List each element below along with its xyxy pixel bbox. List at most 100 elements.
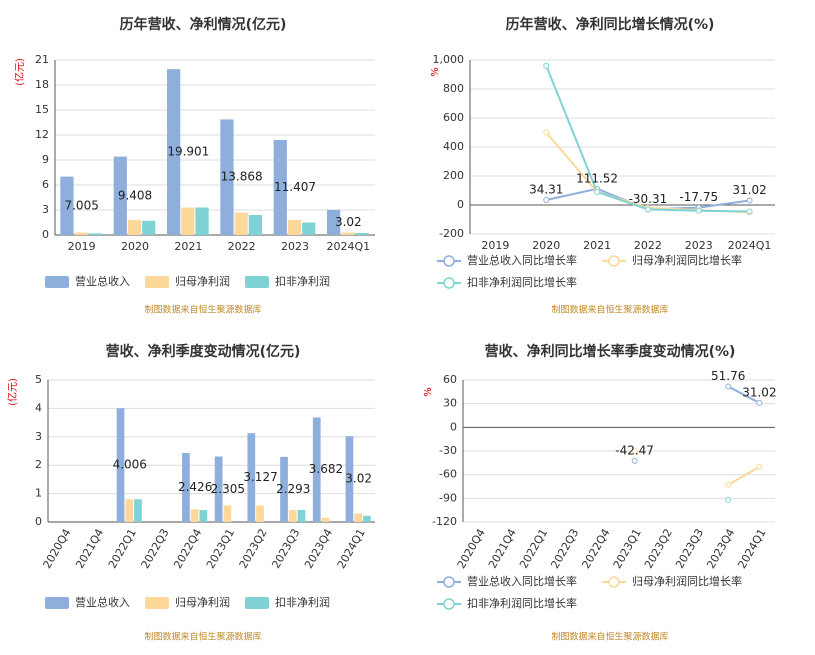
- bar: [345, 436, 354, 522]
- y-tick-label: 0: [42, 228, 49, 241]
- y-tick-label: 3: [42, 203, 49, 216]
- x-tick-label: 2023: [281, 240, 309, 253]
- legend-swatch: [45, 597, 69, 609]
- bar: [220, 119, 234, 235]
- legend-label: 归母净利润同比增长率: [632, 253, 742, 267]
- data-label: 3.127: [243, 470, 277, 484]
- chart-panel: 营收、净利同比增长率季度变动情况(%)% 制图数据来自恒生聚源数据库 -120 -90…: [423, 343, 777, 643]
- x-tick-label: 2022Q1: [517, 527, 550, 571]
- data-label: 13.868: [221, 170, 263, 184]
- chart-title: 营收、净利季度变动情况(亿元): [106, 343, 301, 360]
- bar: [60, 176, 74, 235]
- x-tick-label: 2019: [481, 239, 509, 252]
- data-label: 111.52: [576, 171, 618, 185]
- y-tick-label: 30: [443, 397, 457, 410]
- x-tick-label: 2022Q1: [106, 527, 139, 571]
- bar: [182, 453, 190, 522]
- bar: [199, 510, 208, 522]
- x-tick-label: 2023: [685, 239, 713, 252]
- y-tick-label: 400: [443, 140, 464, 153]
- chart-title: 历年营收、净利情况(亿元): [120, 16, 287, 33]
- y-axis-unit: (亿元): [13, 58, 26, 86]
- data-label: 34.31: [529, 183, 563, 197]
- data-label: 11.407: [274, 180, 316, 194]
- legend-swatch-point: [443, 277, 455, 289]
- line-point: [746, 208, 753, 215]
- bar: [214, 456, 223, 522]
- x-tick-label: 2023Q2: [237, 527, 270, 571]
- x-tick-label: 2022Q3: [139, 527, 172, 571]
- line-point: [543, 129, 550, 136]
- line-point: [695, 207, 702, 214]
- y-tick-label: -30: [439, 444, 457, 457]
- bar: [327, 209, 341, 235]
- chart-panel: 营收、净利季度变动情况(亿元) (亿元) 制图数据来自恒生聚源数据库 0 1 2 3 4 5 20…: [6, 343, 375, 643]
- legend-label: 归母净利润同比增长率: [632, 574, 742, 588]
- bar: [113, 156, 127, 235]
- y-tick-label: 5: [35, 373, 42, 386]
- source-note: 制图数据来自恒生聚源数据库: [144, 304, 261, 316]
- line-point: [756, 463, 763, 470]
- legend-label: 营业总收入: [75, 274, 130, 288]
- x-tick-label: 2021: [174, 240, 202, 253]
- y-tick-label: 21: [35, 53, 49, 66]
- line-point: [725, 481, 732, 488]
- legend-label: 营业总收入同比增长率: [467, 574, 577, 588]
- data-label: 4.006: [113, 458, 147, 472]
- chart-title: 营收、净利同比增长率季度变动情况(%): [485, 343, 736, 360]
- data-label: 51.76: [711, 369, 745, 383]
- y-tick-label: 600: [443, 111, 464, 124]
- y-axis-unit: %: [430, 67, 441, 77]
- data-label: -30.31: [629, 192, 668, 206]
- legend-swatch-point: [608, 255, 620, 267]
- x-tick-label: 2024Q1: [335, 527, 368, 571]
- bar: [321, 517, 330, 522]
- bar: [288, 510, 297, 522]
- bar: [88, 233, 102, 235]
- bar: [142, 220, 156, 235]
- data-label: 2.426: [178, 480, 212, 494]
- data-label: 2.293: [276, 482, 310, 496]
- legend-label: 营业总收入同比增长率: [467, 253, 577, 267]
- source-note: 制图数据来自恒生聚源数据库: [551, 631, 668, 643]
- data-label: -42.47: [615, 443, 654, 457]
- y-tick-label: 1: [35, 487, 42, 500]
- y-tick-label: 200: [443, 169, 464, 182]
- bar: [256, 505, 264, 522]
- bar: [312, 417, 321, 522]
- x-tick-label: 2020Q4: [455, 527, 488, 571]
- legend-label: 扣非净利润: [275, 595, 330, 609]
- line: [727, 465, 760, 486]
- bar: [190, 509, 199, 522]
- data-label: 19.901: [167, 145, 209, 159]
- chart-title: 历年营收、净利同比增长情况(%): [506, 16, 715, 33]
- legend-swatch-point: [443, 255, 455, 267]
- bar: [247, 433, 256, 522]
- bar: [363, 515, 371, 522]
- y-tick-label: 60: [443, 373, 457, 386]
- x-tick-label: 2023Q2: [642, 527, 675, 571]
- line-point: [594, 188, 601, 195]
- bar: [74, 232, 88, 235]
- y-tick-label: 12: [35, 128, 49, 141]
- line: [545, 65, 750, 213]
- line-point: [756, 399, 763, 406]
- x-tick-label: 2022Q3: [548, 527, 581, 571]
- legend-label: 归母净利润: [175, 274, 230, 288]
- y-tick-label: 9: [42, 153, 49, 166]
- bar: [134, 499, 142, 522]
- data-label: 3.02: [335, 215, 362, 229]
- bar: [287, 220, 302, 235]
- data-label: 7.005: [64, 198, 98, 212]
- x-tick-label: 2021: [583, 239, 611, 252]
- x-tick-label: 2021Q4: [73, 527, 106, 571]
- y-tick-label: 1,000: [433, 53, 465, 66]
- y-tick-label: -120: [432, 515, 457, 528]
- x-tick-label: 2023Q4: [704, 527, 737, 571]
- y-tick-label: 0: [457, 198, 464, 211]
- x-tick-label: 2020Q4: [40, 527, 73, 571]
- bar: [273, 139, 287, 235]
- x-tick-label: 2022Q4: [580, 527, 613, 571]
- x-tick-label: 2023Q3: [269, 527, 302, 571]
